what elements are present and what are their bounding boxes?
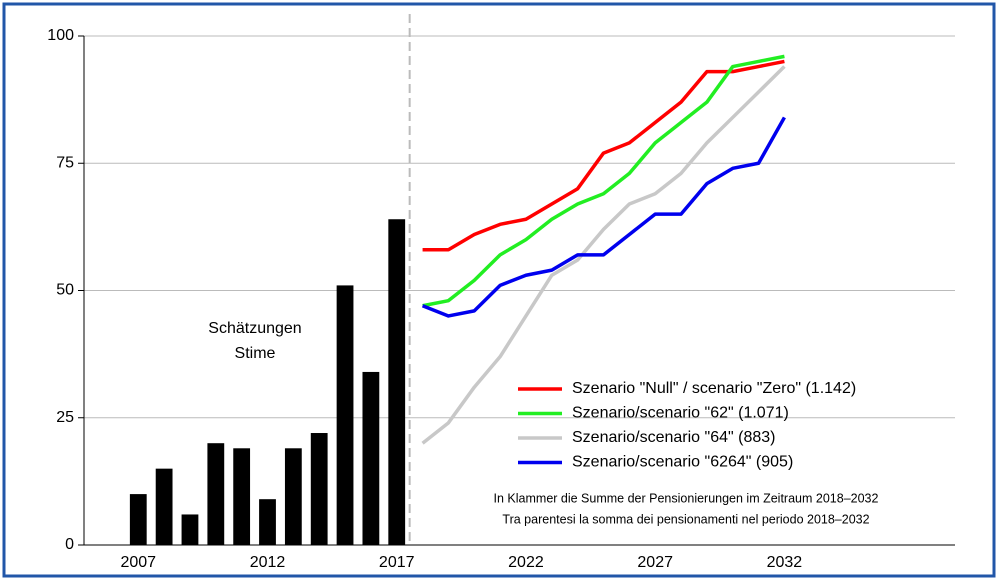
legend-label: Szenario/scenario "62" (1.071) bbox=[572, 405, 789, 422]
x-tick-label: 2017 bbox=[379, 554, 415, 571]
x-tick-label: 2022 bbox=[508, 554, 544, 571]
bar bbox=[336, 285, 354, 545]
series-line bbox=[422, 54, 785, 308]
y-tick-label: 0 bbox=[65, 536, 74, 553]
note: In Klammer die Summe der Pensionierungen… bbox=[494, 491, 879, 505]
bar bbox=[259, 499, 276, 545]
x-tick-label: 2007 bbox=[120, 554, 156, 571]
bar bbox=[388, 219, 406, 546]
note: Tra parentesi la somma dei pensionamenti… bbox=[502, 512, 869, 526]
y-tick-label: 75 bbox=[56, 154, 74, 171]
x-tick-label: 2027 bbox=[637, 554, 673, 571]
x-tick-label: 2012 bbox=[250, 554, 286, 571]
bar bbox=[207, 443, 225, 545]
legend-label: Szenario/scenario "6264" (905) bbox=[572, 454, 793, 471]
y-tick-label: 25 bbox=[56, 409, 74, 426]
series-line bbox=[421, 65, 786, 445]
bar bbox=[129, 494, 147, 545]
bar bbox=[155, 468, 173, 545]
series-line bbox=[422, 59, 785, 252]
bar bbox=[362, 371, 380, 545]
annotation: Stime bbox=[235, 345, 276, 362]
bar bbox=[181, 514, 199, 545]
bar bbox=[233, 448, 251, 545]
y-tick-label: 50 bbox=[56, 282, 74, 299]
y-tick-label: 100 bbox=[47, 27, 74, 44]
bar bbox=[310, 433, 328, 545]
bar bbox=[284, 448, 302, 545]
x-tick-label: 2032 bbox=[767, 554, 803, 571]
legend-label: Szenario "Null" / scenario "Zero" (1.142… bbox=[572, 380, 856, 397]
legend-label: Szenario/scenario "64" (883) bbox=[572, 429, 775, 446]
annotation: Schätzungen bbox=[208, 320, 301, 337]
series-line bbox=[421, 116, 786, 318]
